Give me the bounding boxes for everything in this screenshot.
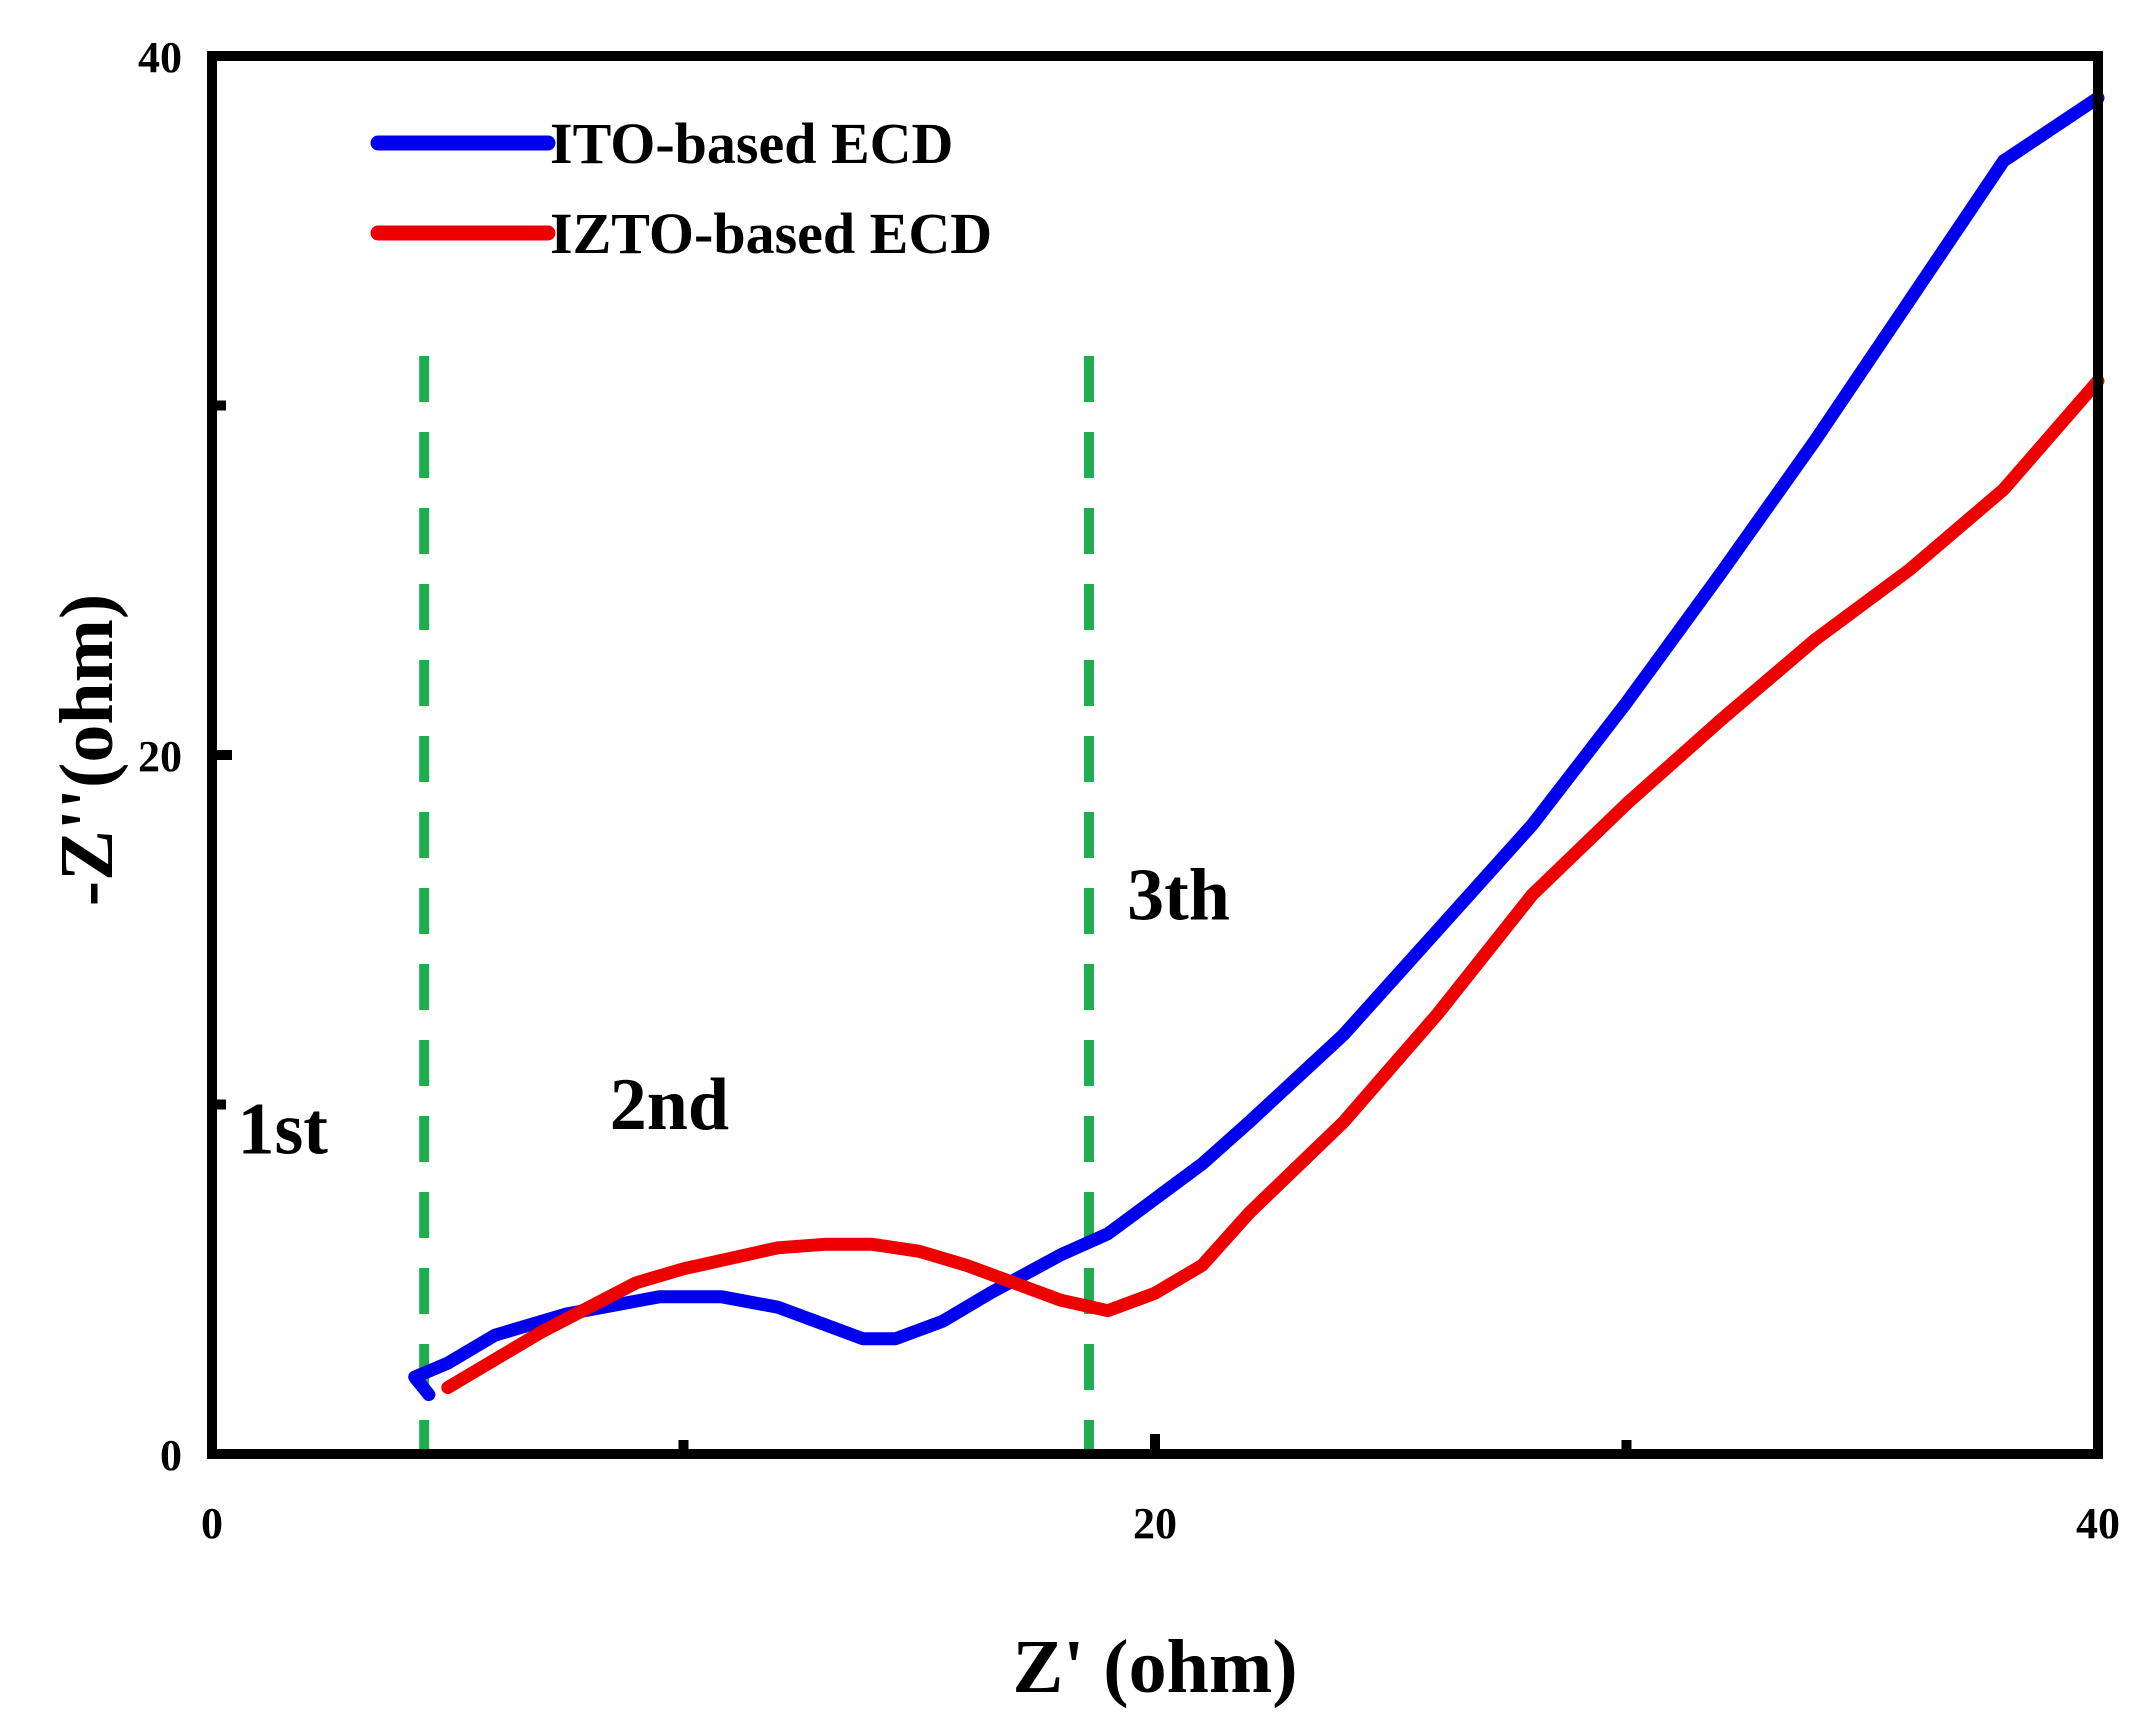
- series-line-izto: [441, 374, 2105, 1395]
- label-layer: 0 20 40 0 20 40 1st 2nd 3th: [138, 33, 2120, 1548]
- region-label-2: 2nd: [610, 1064, 729, 1146]
- y-tick-label: 20: [138, 732, 182, 781]
- y-tick-label: 0: [160, 1431, 182, 1480]
- plot-frame: [207, 51, 2103, 1459]
- y-axis-title: -Z''(ohm): [45, 594, 129, 906]
- region-label-3: 3th: [1127, 854, 1230, 936]
- separator-lines: [419, 356, 1094, 1454]
- legend-label-izto: IZTO-based ECD: [550, 201, 992, 266]
- x-tick-label: 20: [1133, 1499, 1177, 1548]
- region-label-1: 1st: [237, 1088, 328, 1170]
- tick-layer: [212, 400, 1632, 1454]
- series-layer: [408, 91, 2105, 1402]
- legend: ITO-based ECD IZTO-based ECD: [370, 111, 992, 266]
- y-tick-label: 40: [138, 33, 182, 82]
- x-axis-title: Z' (ohm): [1013, 1625, 1298, 1709]
- x-tick-label: 40: [2076, 1499, 2120, 1548]
- legend-label-ito: ITO-based ECD: [550, 111, 953, 176]
- x-tick-label: 0: [201, 1499, 223, 1548]
